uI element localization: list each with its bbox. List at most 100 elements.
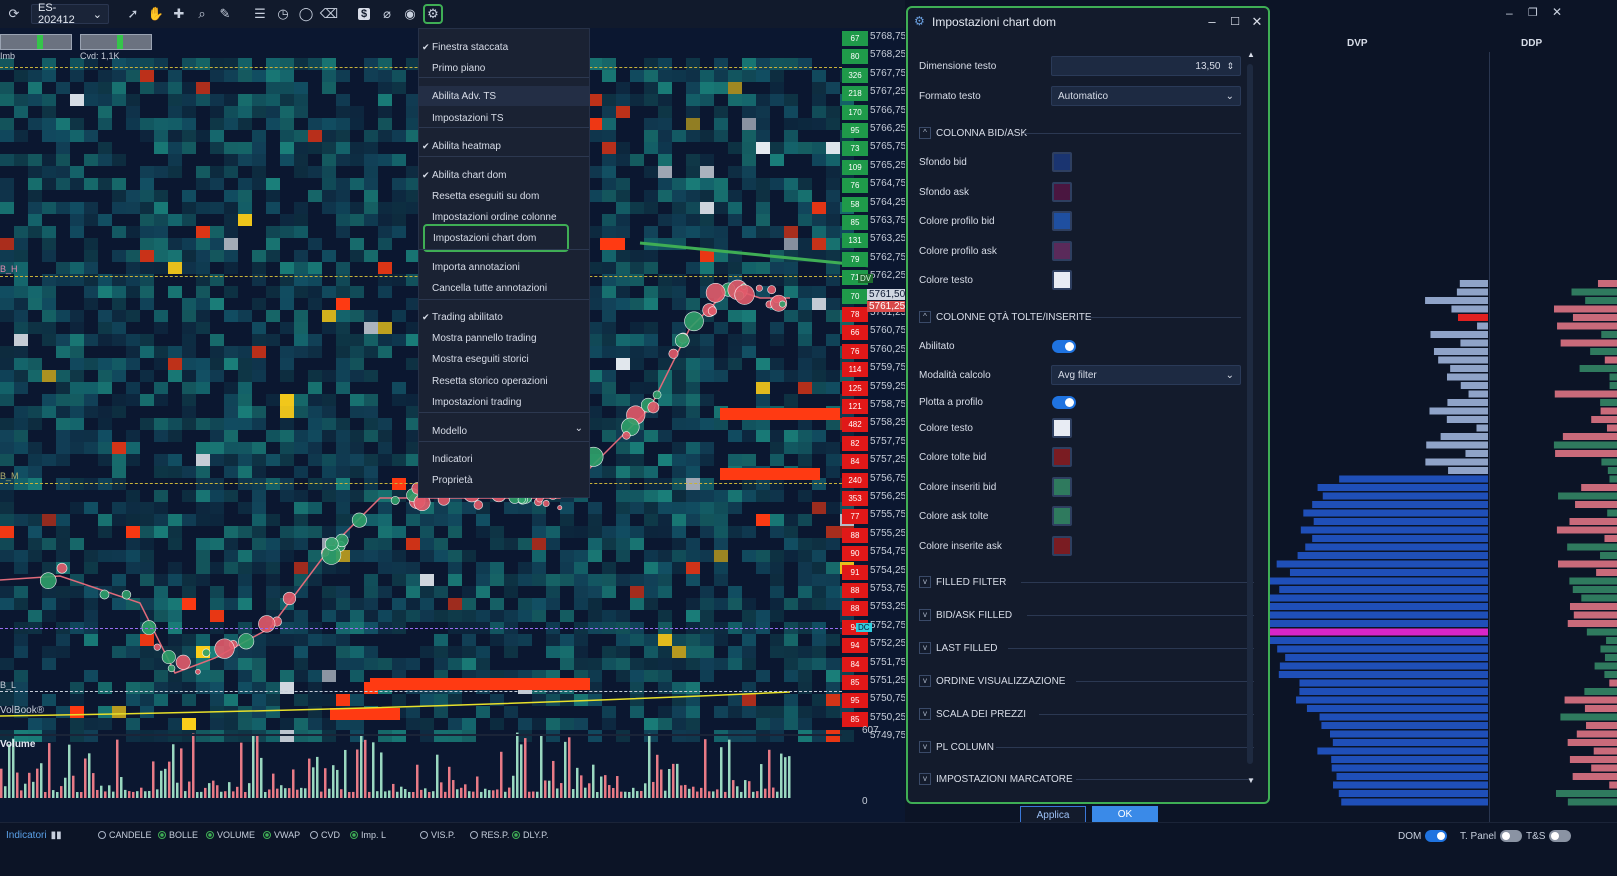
bid-bg-swatch[interactable] <box>1052 152 1072 172</box>
comment-icon[interactable]: ◯ <box>298 6 314 21</box>
radio-icon[interactable] <box>206 831 214 839</box>
tpanel-switch[interactable]: T. Panel <box>1460 830 1523 842</box>
minimize-icon[interactable]: – <box>1506 6 1513 20</box>
ask-removed-swatch[interactable] <box>1052 506 1072 526</box>
eraser-icon[interactable]: ⌫ <box>319 6 339 21</box>
menu-item[interactable]: Primo piano <box>419 58 589 78</box>
menu-item[interactable]: ✔ Abilita chart dom <box>419 165 589 185</box>
ts-switch[interactable]: T&S <box>1526 830 1572 842</box>
dollar-icon[interactable]: $ <box>354 4 374 24</box>
radio-icon[interactable] <box>350 831 358 839</box>
chart-toggle[interactable]: VWAP <box>263 830 300 840</box>
indicators-button[interactable]: Indicatori ▮▮ <box>6 830 62 841</box>
menu-item[interactable]: Resetta eseguiti su dom <box>419 186 589 206</box>
ok-button[interactable]: OK <box>1092 806 1158 826</box>
collapsed-section[interactable]: v FILLED FILTER <box>919 575 1241 589</box>
gear-icon[interactable]: ⚙ <box>423 4 443 24</box>
pencil-icon[interactable]: ✎ <box>219 6 231 21</box>
chart-toggle[interactable]: CVD <box>310 830 340 840</box>
scroll-up-icon[interactable]: ▲ <box>1247 50 1255 59</box>
radio-icon[interactable] <box>158 831 166 839</box>
text-size-spinner[interactable]: 13,50 ⇕ <box>1051 56 1241 76</box>
chart-toggle[interactable]: Imp. L <box>350 830 386 840</box>
section-qty[interactable]: ^ COLONNE QTÀ TOLTE/INSERITE <box>919 310 1241 324</box>
ts-toggle[interactable] <box>1549 830 1572 842</box>
collapsed-section[interactable]: v IMPOSTAZIONI MARCATORE <box>919 772 1241 786</box>
radio-icon[interactable] <box>263 831 271 839</box>
collapsed-section[interactable]: v SCALA DEI PREZZI <box>919 707 1241 721</box>
zoom-icon[interactable]: ⌕ <box>198 6 206 21</box>
ask-bg-swatch[interactable] <box>1052 182 1072 202</box>
radio-icon[interactable] <box>98 831 106 839</box>
menu-item[interactable]: Impostazioni ordine colonne <box>419 207 589 227</box>
menu-item[interactable]: Indicatori <box>419 449 589 469</box>
restore-icon[interactable]: ❐ <box>1528 7 1538 19</box>
chart-toggle[interactable]: VOLUME <box>206 830 255 840</box>
clear-icon[interactable]: ⌀ <box>383 6 391 21</box>
refresh-icon[interactable]: ⟳ <box>8 6 20 21</box>
collapsed-section[interactable]: v LAST FILLED <box>919 641 1241 655</box>
scroll-thumb[interactable] <box>1247 64 1253 764</box>
menu-item-label: Mostra eseguiti storici <box>432 353 529 365</box>
chart-toggle[interactable]: RES.P. <box>470 830 509 840</box>
enabled-toggle[interactable] <box>1052 340 1076 353</box>
maximize-icon[interactable]: ☐ <box>1230 16 1240 28</box>
record-icon[interactable]: ◉ <box>404 6 416 21</box>
menu-item[interactable]: Abilita Adv. TS <box>419 86 589 106</box>
chart-toggle[interactable]: VIS.P. <box>420 830 455 840</box>
collapsed-section[interactable]: v PL COLUMN <box>919 740 1241 754</box>
collapsed-section[interactable]: v BID/ASK FILLED <box>919 608 1241 622</box>
dialog-title-bar[interactable]: ⚙ Impostazioni chart dom <box>908 8 1268 36</box>
menu-item[interactable]: ✔ Abilita heatmap <box>419 136 589 156</box>
close-icon[interactable]: ✕ <box>1251 14 1263 29</box>
text-format-select[interactable]: Automatico ⌄ <box>1051 86 1241 106</box>
close-icon[interactable]: ✕ <box>1552 5 1563 19</box>
dom-switch[interactable]: DOM <box>1398 830 1448 842</box>
menu-item[interactable]: Impostazioni chart dom <box>423 224 569 252</box>
price-tick-label: 5768,75 <box>870 31 905 42</box>
chart-toggle[interactable]: DLY.P. <box>512 830 549 840</box>
menu-item[interactable]: Modello ⌄ <box>419 421 589 441</box>
hand-icon[interactable]: ✋ <box>147 6 165 21</box>
text-color-swatch[interactable] <box>1052 270 1072 290</box>
plot-profile-toggle[interactable] <box>1052 396 1076 409</box>
ask-profile-swatch[interactable] <box>1052 241 1072 261</box>
text-color2-swatch[interactable] <box>1052 418 1072 438</box>
tpanel-toggle[interactable] <box>1500 830 1523 842</box>
bid-profile-swatch[interactable] <box>1052 211 1072 231</box>
sliders-icon[interactable]: ☰ <box>254 6 266 21</box>
calc-mode-select[interactable]: Avg filter ⌄ <box>1051 365 1241 385</box>
menu-item[interactable]: Impostazioni TS <box>419 108 589 128</box>
menu-item[interactable]: Impostazioni trading <box>419 392 589 412</box>
bid-inserted-swatch[interactable] <box>1052 477 1072 497</box>
spinner-arrows-icon[interactable]: ⇕ <box>1226 60 1234 71</box>
ask-inserted-swatch[interactable] <box>1052 536 1072 556</box>
chart-toggle[interactable]: CANDELE <box>98 830 152 840</box>
menu-item[interactable]: Cancella tutte annotazioni <box>419 278 589 298</box>
pointer-icon[interactable]: ➚ <box>127 6 139 21</box>
bid-removed-swatch[interactable] <box>1052 447 1072 467</box>
tpanel-label: T. Panel <box>1460 830 1497 842</box>
minimize-icon[interactable]: – <box>1208 14 1216 29</box>
radio-icon[interactable] <box>420 831 428 839</box>
dom-toggle[interactable] <box>1425 830 1448 842</box>
menu-item[interactable]: Mostra pannello trading <box>419 328 589 348</box>
section-bid-ask[interactable]: ^ COLONNA BID/ASK <box>919 126 1241 140</box>
chart-toggle[interactable]: BOLLE <box>158 830 198 840</box>
collapsed-section[interactable]: v ORDINE VISUALIZZAZIONE <box>919 674 1241 688</box>
menu-item[interactable]: ✔ Finestra staccata <box>419 37 589 57</box>
menu-item[interactable]: ✔ Trading abilitato <box>419 307 589 327</box>
menu-item[interactable]: Mostra eseguiti storici <box>419 349 589 369</box>
radio-icon[interactable] <box>470 831 478 839</box>
menu-item[interactable]: Resetta storico operazioni <box>419 371 589 391</box>
symbol-selector[interactable]: ES-202412 ⌄ <box>31 2 109 26</box>
menu-item[interactable]: Importa annotazioni <box>419 257 589 277</box>
radio-icon[interactable] <box>512 831 520 839</box>
price-axis[interactable]: 5768,75 5768,25 5767,75 5767,25 5766,75 5766,… <box>868 28 905 741</box>
radio-icon[interactable] <box>310 831 318 839</box>
clock-icon[interactable]: ◷ <box>277 6 289 21</box>
scroll-down-icon[interactable]: ▼ <box>1247 776 1255 785</box>
menu-item[interactable]: Proprietà <box>419 470 589 490</box>
dialog-scrollbar[interactable]: ▲ ▼ <box>1246 50 1256 790</box>
crosshair-icon[interactable]: ✚ <box>173 6 185 21</box>
